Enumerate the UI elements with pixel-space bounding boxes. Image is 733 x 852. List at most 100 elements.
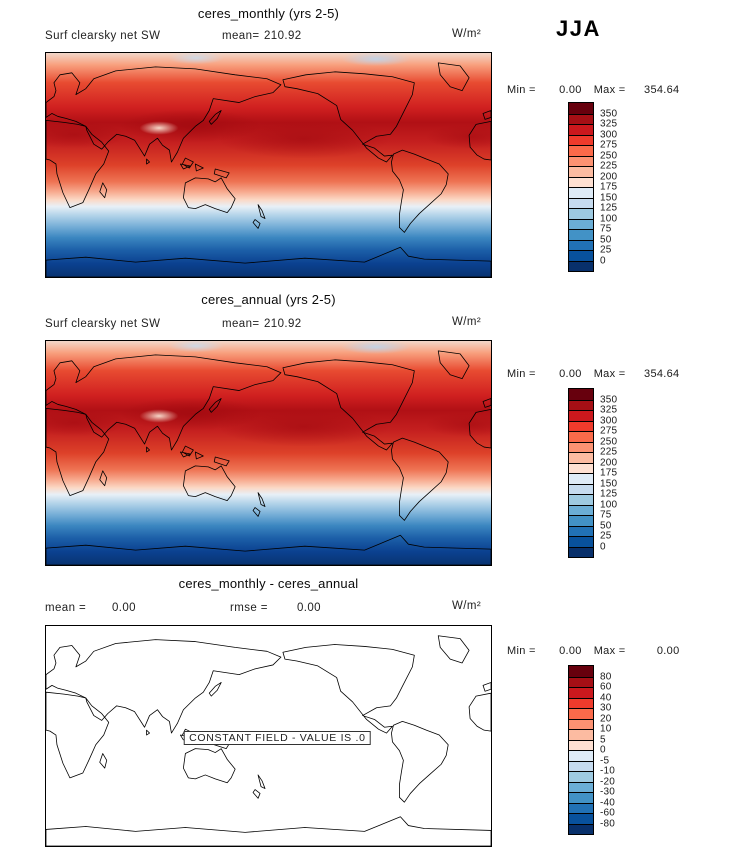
colorbar-tick-label: 125 [600,488,618,500]
max-value: 354.64 [644,84,680,96]
coastlines-overlay [46,350,491,565]
colorbar-cell [569,176,593,187]
panel-ceres-monthly: ceres_monthly (yrs 2-5) Surf clearsky ne… [0,0,733,288]
minmax-row: Min = 0.00 Max = 354.64 [507,84,679,96]
colorbar-cell [569,473,593,484]
colorbar-cell [569,260,593,271]
colorbar-cell [569,124,593,135]
colorbar-tick-label: 250 [600,436,618,447]
colorbar-cell [569,729,593,740]
colorbar-cell [569,166,593,177]
colorbar-cell [569,813,593,824]
panel-title: ceres_annual (yrs 2-5) [201,292,336,307]
colorbar-tick-label: 325 [600,118,618,130]
colorbar-tick-label: 125 [600,202,618,214]
colorbar: 350 325 300 275 250 225 200 175 150 125 100 75 50 25 0 [568,388,617,558]
colorbar-cell [569,134,593,145]
max-value: 0.00 [656,645,680,657]
colorbar-cell [569,739,593,750]
min-label: Min = [507,645,536,657]
colorbar-cell [569,218,593,229]
colorbar-tick-label: 350 [600,394,618,405]
mean-label: mean= [222,30,260,42]
colorbar-cells [568,665,594,835]
colorbar-cell [569,781,593,792]
colorbar-cell [569,718,593,729]
colorbar-tick-label: 0 [600,541,606,552]
colorbar-cell [569,536,593,547]
colorbar-tick-label: 325 [600,404,618,416]
colorbar-tick-label: 80 [600,671,612,682]
coastlines-overlay [46,62,491,277]
colorbar-cell [569,399,593,410]
colorbar-cell [569,197,593,208]
minmax-row: Min = 0.00 Max = 0.00 [507,645,679,657]
mean-value: 0.00 [112,602,136,614]
colorbar-cell [569,239,593,250]
colorbar-cell [569,452,593,463]
colorbar-cell [569,420,593,431]
colorbar-cells [568,388,594,558]
colorbar-cell [569,410,593,421]
colorbar-tick-label: -30 [600,786,616,798]
colorbar-tick-label: -5 [600,755,610,766]
colorbar-tick-label: 300 [600,415,618,426]
mean-label: mean= [222,318,260,330]
min-label: Min = [507,84,536,96]
mean-value: 210.92 [264,30,302,42]
colorbar-cell [569,792,593,803]
colorbar-tick-label: 25 [600,530,612,542]
colorbar: 80 60 40 30 20 10 5 0 -5 -10 -20 -30 -40 -60 -80 [568,665,615,835]
colorbar-tick-label: 0 [600,255,606,266]
max-value: 354.64 [644,368,680,380]
mean-value: 210.92 [264,318,302,330]
minmax-row: Min = 0.00 Max = 354.64 [507,368,679,380]
colorbar-tick-label: 275 [600,139,618,151]
colorbar-tick-label: 250 [600,150,618,161]
max-label: Max = [593,368,626,380]
colorbar-tick-label: 75 [600,223,612,235]
rmse-value: 0.00 [297,602,321,614]
colorbar-cell [569,187,593,198]
colorbar-cell [569,483,593,494]
colorbar-tick-label: 50 [600,520,612,531]
colorbar-cell [569,462,593,473]
units-label: W/m² [452,600,482,612]
colorbar-tick-label: 225 [600,160,618,172]
panel-title: ceres_monthly - ceres_annual [178,576,359,591]
colorbar-cell [569,431,593,442]
panel-ceres-annual: ceres_annual (yrs 2-5) Surf clearsky net… [0,288,733,570]
colorbar-cell [569,208,593,219]
colorbar-tick-label: -60 [600,807,616,819]
colorbar-cells [568,102,594,272]
colorbar-tick-label: 350 [600,108,618,119]
mean-label: mean = [45,602,87,614]
colorbar-cell [569,504,593,515]
colorbar-tick-label: -80 [600,818,616,829]
variable-label: Surf clearsky net SW [45,30,161,42]
colorbar-cell [569,525,593,536]
colorbar-tick-label: -10 [600,765,616,777]
colorbar-cell [569,103,593,114]
panel-difference: ceres_monthly - ceres_annual mean = 0.00… [0,570,733,852]
colorbar-cell [569,145,593,156]
units-label: W/m² [452,316,482,328]
colorbar-cell [569,760,593,771]
colorbar-tick-label: 150 [600,478,618,489]
colorbar-tick-label: 10 [600,723,612,735]
colorbar-tick-label: 150 [600,192,618,203]
min-value: 0.00 [559,84,582,96]
colorbar-tick-label: 175 [600,181,618,193]
colorbar-cell [569,389,593,400]
colorbar-cell [569,515,593,526]
colorbar-tick-label: -20 [600,776,616,787]
map-ceres-monthly [45,52,492,278]
colorbar-cell [569,771,593,782]
colorbar-tick-label: 5 [600,734,606,745]
colorbar-cell [569,250,593,261]
colorbar-tick-label: 60 [600,681,612,693]
colorbar-cell [569,666,593,677]
colorbar-cell [569,802,593,813]
colorbar-cell [569,687,593,698]
colorbar-tick-label: 25 [600,244,612,256]
